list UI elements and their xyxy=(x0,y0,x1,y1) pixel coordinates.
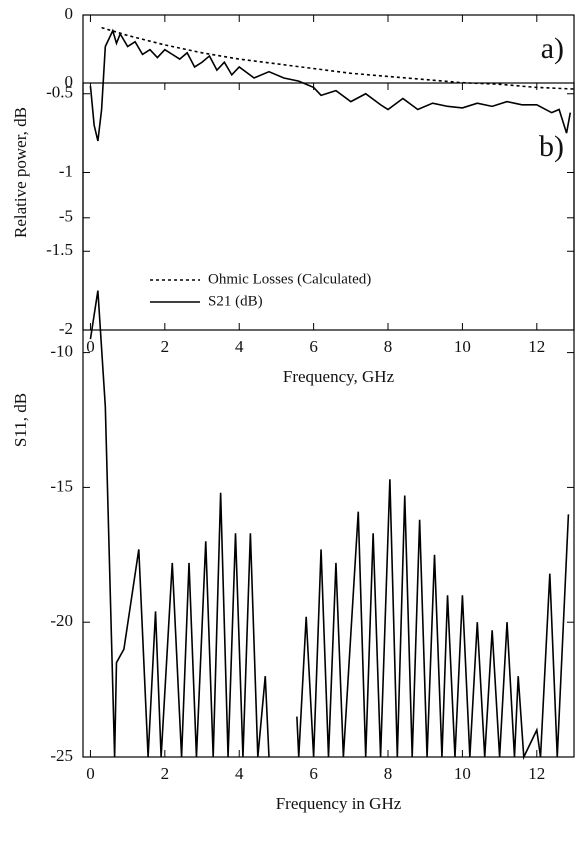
y-tick-label: -15 xyxy=(50,476,73,495)
data-line xyxy=(89,28,572,142)
x-tick-label: 6 xyxy=(309,337,318,356)
y-tick-label: -10 xyxy=(50,342,73,361)
y-tick-label: -20 xyxy=(50,611,73,630)
y-tick-label: -5 xyxy=(59,207,73,226)
y-tick-label: -2 xyxy=(59,319,73,338)
y-axis-label: S11, dB xyxy=(11,393,30,447)
x-tick-label: 2 xyxy=(161,764,170,783)
x-tick-label: 2 xyxy=(161,337,170,356)
x-tick-label: 4 xyxy=(235,764,244,783)
x-tick-label: 10 xyxy=(454,764,471,783)
legend-label: S21 (dB) xyxy=(208,293,263,309)
panel-label: b) xyxy=(539,130,564,163)
x-tick-label: 8 xyxy=(384,764,393,783)
x-tick-label: 6 xyxy=(309,764,318,783)
x-tick-label: 12 xyxy=(528,764,545,783)
x-tick-label: 0 xyxy=(86,764,95,783)
y-tick-label: -1.5 xyxy=(46,240,73,259)
x-tick-label: 4 xyxy=(235,337,244,356)
legend-label: Ohmic Losses (Calculated) xyxy=(208,271,371,287)
data-line xyxy=(89,290,570,761)
data-line xyxy=(101,26,575,90)
x-tick-label: 12 xyxy=(528,337,545,356)
y-tick-label: -1 xyxy=(59,161,73,180)
x-tick-label: 10 xyxy=(454,337,471,356)
y-tick-label: -0.5 xyxy=(46,83,73,102)
panel-label: a) xyxy=(541,32,564,65)
y-axis-label: Relative power, dB xyxy=(11,107,30,238)
x-axis-label: Frequency in GHz xyxy=(276,794,402,813)
y-tick-label: -25 xyxy=(50,746,73,765)
x-tick-label: 8 xyxy=(384,337,393,356)
y-tick-label: 0 xyxy=(65,72,74,91)
x-tick-label: 0 xyxy=(86,337,95,356)
y-tick-label: 0 xyxy=(65,4,74,23)
x-axis-label: Frequency, GHz xyxy=(283,367,395,386)
